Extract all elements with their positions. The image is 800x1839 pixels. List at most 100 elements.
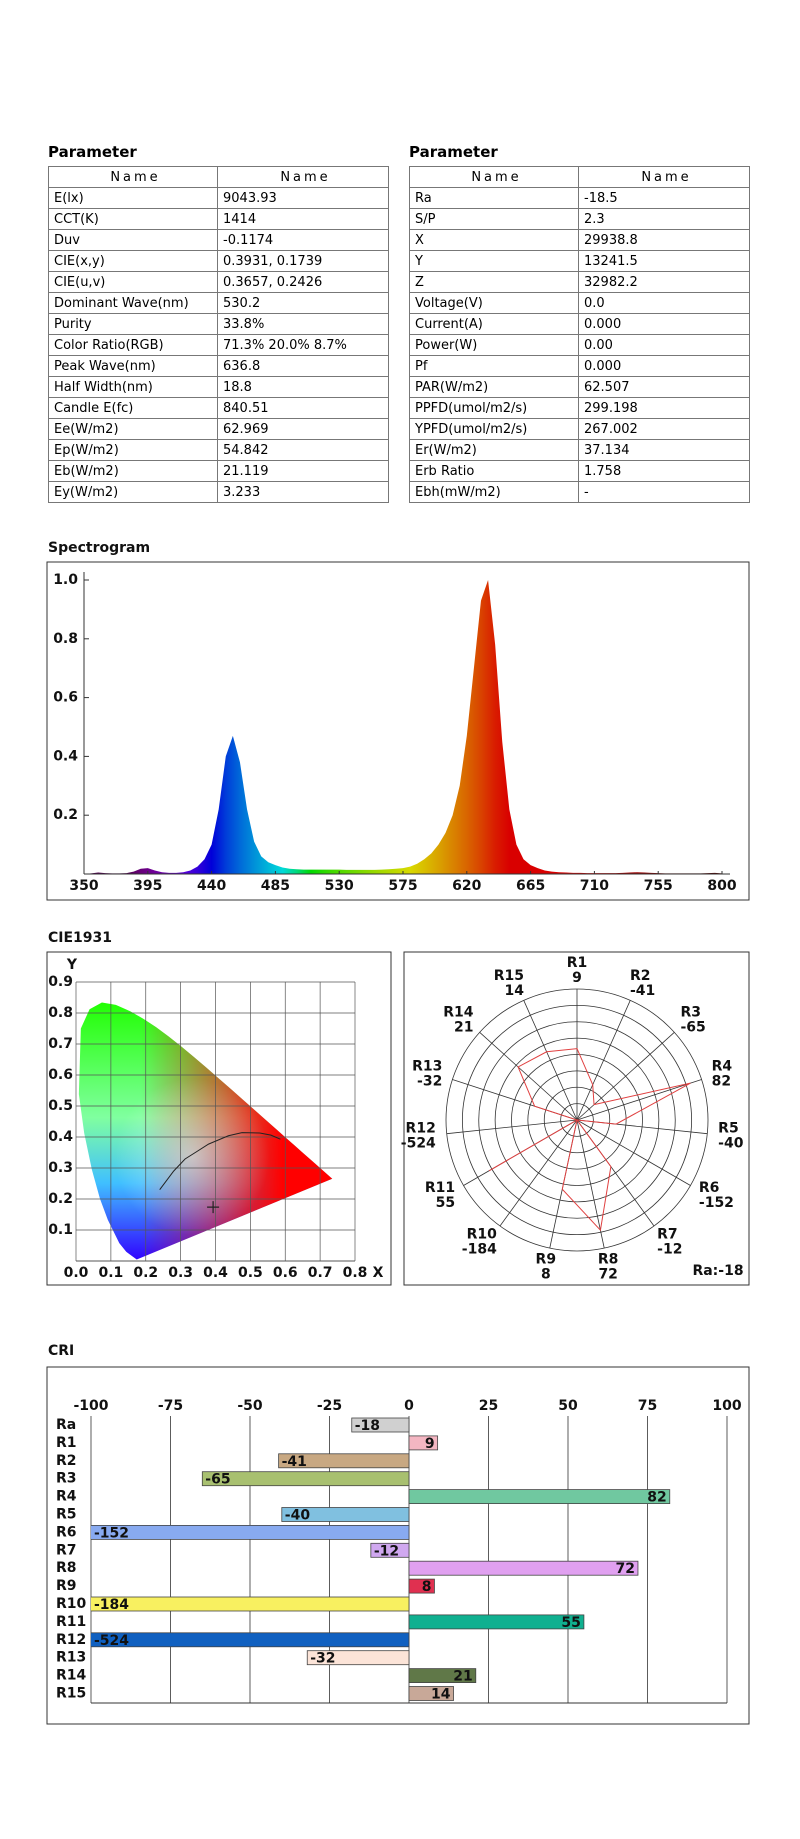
x-tick-label: 440 [197,878,226,894]
x-tick-label: -75 [158,1398,183,1414]
bar-value-label: -524 [94,1633,129,1649]
table-row: Erb Ratio 1.758 [409,460,750,482]
radar-spoke [576,1032,675,1121]
bar-value-label: -40 [285,1508,311,1524]
bar-value-label: -12 [374,1543,399,1559]
table-cell: 840.51 [217,397,389,419]
table-cell: Power(W) [409,334,579,356]
y-tick-label: R1 [56,1435,77,1451]
x-tick-label: 0.1 [98,1265,123,1281]
x-tick-label: 620 [452,878,481,894]
table-cell: -18.5 [578,187,750,209]
radar-value-label: 55 [436,1195,455,1211]
x-tick-label: 485 [261,878,290,894]
radar-value-label: 72 [598,1267,617,1283]
x-axis-label: X [373,1265,384,1281]
table-row: Ra -18.5 [409,187,750,209]
table-cell: 2.3 [578,208,750,230]
bar [408,1435,439,1451]
y-tick-label: 1.0 [53,572,78,588]
gamut [78,1002,333,1260]
radar-value-label: -12 [657,1241,682,1257]
x-tick-label: 530 [325,878,354,894]
radar-category-label: R6 [699,1180,720,1196]
table-cell: 0.000 [578,313,750,335]
radar-value-label: -184 [462,1241,497,1257]
table-cell: - [578,481,750,503]
radar-category-label: R9 [536,1252,557,1268]
bar [281,1507,410,1522]
y-tick-label: 0.3 [48,1160,73,1176]
radar-value-label: 9 [572,970,582,986]
radar-value-label: 8 [541,1267,551,1283]
x-tick-label: 0.4 [203,1265,228,1281]
x-tick-label: 350 [69,878,98,894]
radar-spoke [499,1119,578,1227]
bar [408,1489,671,1504]
y-tick-label: Ra [56,1417,76,1433]
radar-category-label: R14 [443,1005,474,1021]
radar-category-label: R10 [467,1226,498,1242]
table-cell: Dominant Wave(nm) [48,292,218,314]
radar-value-label: 14 [505,983,525,999]
radar-category-label: R1 [567,955,588,971]
table-cell: 13241.5 [578,250,750,272]
x-tick-label: 0.8 [343,1265,368,1281]
x-tick-label: 0.0 [64,1265,89,1281]
table-row: PAR(W/m2) 62.507 [409,376,750,398]
bar-value-label: -32 [310,1651,335,1667]
x-tick-label: -100 [73,1398,108,1414]
table-cell: 0.000 [578,355,750,377]
y-tick-label: R4 [56,1489,77,1505]
bar [306,1650,410,1666]
y-tick-label: R2 [56,1453,77,1469]
radar-value-label: -65 [680,1020,705,1036]
radar-category-label: R12 [406,1121,436,1137]
chart-frame [46,951,392,1286]
parameter-table: Name Name E(lx) 9043.93 CCT(K) 1414 Duv -0.117… [48,166,389,503]
radar-spoke [576,1119,605,1249]
bar [91,1525,410,1540]
table-cell: 62.507 [578,376,750,398]
table-cell: Purity [48,313,218,335]
table-cell: 32982.2 [578,271,750,293]
bar-value-label: 14 [431,1687,451,1703]
chart-title: CIE1931 [48,930,112,946]
radar-spoke [523,1000,578,1121]
bar [201,1471,410,1487]
parameter-table: Name Name Ra -18.5 S/P 2.3 X 29938.8 Y 13241.5 Z 3… [409,166,750,503]
x-tick-label: 25 [479,1398,498,1414]
bar [91,1596,410,1612]
bar-value-label: -65 [205,1472,230,1488]
y-tick-label: 0.8 [53,631,78,647]
table-row: Pf 0.000 [409,355,750,377]
chromaticity-point [207,1201,220,1214]
planckian-locus [159,1132,281,1190]
table-row: Peak Wave(nm) 636.8 [48,355,389,377]
radar-value-label: 82 [712,1074,731,1090]
y-tick-label: 0.4 [48,1129,73,1145]
y-tick-label: 0.4 [53,748,78,764]
bar [91,1632,410,1648]
y-tick-label: 0.6 [48,1067,73,1083]
bar [408,1614,585,1630]
x-tick-label: 800 [707,878,736,894]
y-tick-label: R10 [56,1596,87,1612]
radar-value-label: -152 [699,1195,734,1211]
x-tick-label: 0 [404,1398,414,1414]
bar-value-label: -41 [282,1454,307,1470]
bar [278,1453,410,1469]
table-cell: Ebh(mW/m2) [409,481,579,503]
radar-value-label: -32 [417,1074,442,1090]
table-row: Voltage(V) 0.0 [409,292,750,314]
x-tick-label: 575 [388,878,417,894]
header-row: Name Name [48,166,389,188]
x-tick-label: 710 [580,878,609,894]
annotation: Ra:-18 [692,1263,743,1279]
bar-value-label: 72 [615,1561,634,1577]
x-tick-label: 0.6 [273,1265,298,1281]
y-tick-label: R14 [56,1668,87,1684]
bar [408,1668,477,1683]
bar-value-label: -18 [355,1418,380,1434]
